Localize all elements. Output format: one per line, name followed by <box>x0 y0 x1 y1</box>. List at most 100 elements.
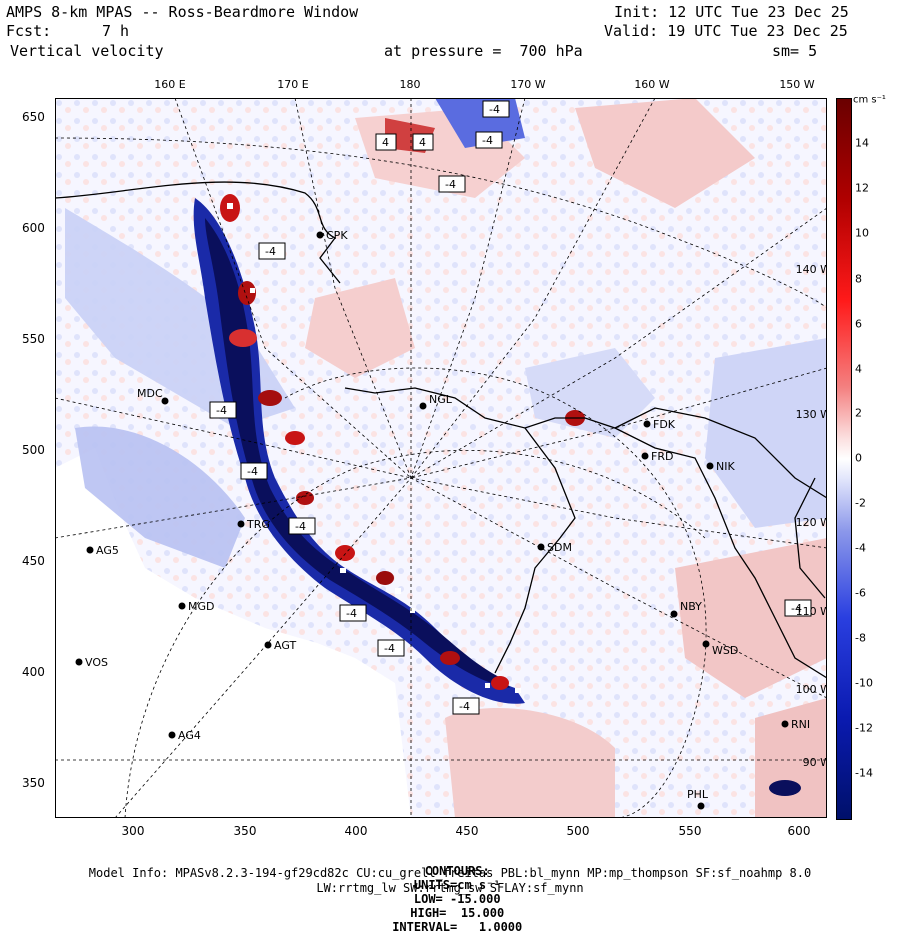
x-tick: 400 <box>344 824 368 838</box>
map-frame <box>55 98 827 818</box>
coastline <box>55 181 827 679</box>
svg-text:AGT: AGT <box>274 639 296 652</box>
y-tick: 600 <box>22 221 45 235</box>
contour-high: HIGH= 15.000 <box>410 906 505 920</box>
station-ag4: AG4 <box>168 729 201 742</box>
svg-text:AG5: AG5 <box>96 544 119 557</box>
y-tick: 350 <box>22 776 45 790</box>
x-tick: 500 <box>566 824 590 838</box>
field-name: Vertical velocity <box>10 42 164 60</box>
colorbar-label: -10 <box>855 676 873 690</box>
strong-descent-band <box>193 198 526 704</box>
y-tick: 650 <box>22 110 45 124</box>
svg-text:130 W: 130 W <box>796 408 827 421</box>
svg-text:-4: -4 <box>346 607 357 620</box>
lon-labels-right: 140 W 130 W 120 W 110 W 100 W 90 W <box>796 263 827 769</box>
colorbar-label: -14 <box>855 766 873 780</box>
contour-labels: -4 4 4 -4 -4 -4 -4 -4 -4 -4 -4 -4 -4 <box>209 100 812 715</box>
station-frd: FRD <box>641 450 673 463</box>
station-mdc: MDC <box>137 387 169 405</box>
svg-text:NGL: NGL <box>429 393 453 406</box>
station-vos: VOS <box>75 656 108 669</box>
svg-text:AG4: AG4 <box>178 729 201 742</box>
smoothing: sm= 5 <box>772 42 818 60</box>
contour-interval: INTERVAL= 1.0000 <box>392 920 523 934</box>
colorbar-label: 0 <box>855 451 862 465</box>
svg-text:-4: -4 <box>459 700 470 713</box>
contour-label: -4 <box>240 462 268 480</box>
contour-label: -4 <box>784 599 812 617</box>
svg-text:-4: -4 <box>265 245 276 258</box>
colorbar-label: -8 <box>855 631 866 645</box>
lon-label: 160 W <box>634 78 670 91</box>
svg-text:FDK: FDK <box>653 418 676 431</box>
model-info-2: LW:rrtmg_lw SW:rrtmg_sw SFLAY:sf_mynn <box>316 881 584 895</box>
contour-label: -4 <box>288 517 316 535</box>
contour-label: -4 <box>377 639 405 657</box>
station-trg: TRG <box>237 518 270 531</box>
svg-text:-4: -4 <box>489 103 500 116</box>
lon-label: 160 E <box>154 78 186 91</box>
x-tick: 350 <box>233 824 257 838</box>
stations: MDC NGL FDK FRD NIK AG5 MGD AGT VOS AG4 … <box>75 229 810 810</box>
svg-text:-4: -4 <box>247 465 258 478</box>
plot-title: AMPS 8-km MPAS -- Ross-Beardmore Window <box>6 3 359 21</box>
svg-text:FRD: FRD <box>651 450 673 463</box>
init-time: Init: 12 UTC Tue 23 Dec 25 <box>614 3 849 21</box>
y-tick: 500 <box>22 443 45 457</box>
contour-label: -4 <box>438 175 466 193</box>
graticule <box>55 98 827 818</box>
contours-label: CONTOURS: <box>424 864 490 878</box>
lon-label: 180 <box>399 78 421 91</box>
colorbar-label: 6 <box>855 317 862 331</box>
colorbar-units: cm s⁻¹ <box>853 94 886 106</box>
svg-text:RNI: RNI <box>791 718 810 731</box>
x-tick: 550 <box>678 824 702 838</box>
svg-text:90 W: 90 W <box>803 756 827 769</box>
svg-text:-4: -4 <box>445 178 456 191</box>
svg-text:-4: -4 <box>295 520 306 533</box>
station-wsd: WSD <box>702 640 738 657</box>
colorbar-label: -2 <box>855 496 866 510</box>
svg-text:4: 4 <box>419 136 426 149</box>
svg-text:-4: -4 <box>791 602 802 615</box>
vertical-velocity-map: MDC NGL FDK FRD NIK AG5 MGD AGT VOS AG4 … <box>55 98 827 818</box>
contour-label: -4 <box>482 100 510 118</box>
station-nik: NIK <box>706 460 735 473</box>
missing-data-region <box>55 448 411 818</box>
svg-text:110 W: 110 W <box>796 605 827 618</box>
station-agt: AGT <box>264 639 296 652</box>
contour-units: UNITS=cm s⁻¹ <box>413 878 501 892</box>
x-tick: 450 <box>455 824 479 838</box>
svg-text:MDC: MDC <box>137 387 163 400</box>
station-phl: PHL <box>687 788 709 810</box>
lon-label: 170 E <box>277 78 309 91</box>
model-info: Model Info: MPASv8.2.3-194-gf29cd82c CU:… <box>88 866 812 880</box>
svg-text:SDM: SDM <box>547 541 572 554</box>
svg-text:140 W: 140 W <box>796 263 827 276</box>
colorbar-label: 2 <box>855 406 862 420</box>
x-tick: 600 <box>787 824 811 838</box>
forecast-hour: 7 h <box>102 22 130 40</box>
svg-text:120 W: 120 W <box>796 516 827 529</box>
y-tick: 450 <box>22 554 45 568</box>
colorbar-label: 4 <box>855 362 862 376</box>
station-sdm: SDM <box>537 541 572 554</box>
contour-label: -4 <box>452 697 480 715</box>
colorbar-label: -4 <box>855 541 866 555</box>
svg-text:-4: -4 <box>482 134 493 147</box>
colorbar-label: -12 <box>855 721 873 735</box>
colorbar <box>836 98 852 820</box>
colorbar-label: 14 <box>855 136 869 150</box>
station-ngl: NGL <box>419 393 453 410</box>
colorbar-label: 12 <box>855 181 869 195</box>
colorbar-label: 10 <box>855 226 869 240</box>
contour-label: -4 <box>475 131 503 149</box>
svg-text:VOS: VOS <box>85 656 108 669</box>
colorbar-label: 8 <box>855 272 862 286</box>
lon-label: 170 W <box>510 78 546 91</box>
y-tick: 550 <box>22 332 45 346</box>
station-nby: NBY <box>670 600 702 618</box>
pressure-level: at pressure = 700 hPa <box>384 42 583 60</box>
svg-text:NBY: NBY <box>680 600 702 613</box>
